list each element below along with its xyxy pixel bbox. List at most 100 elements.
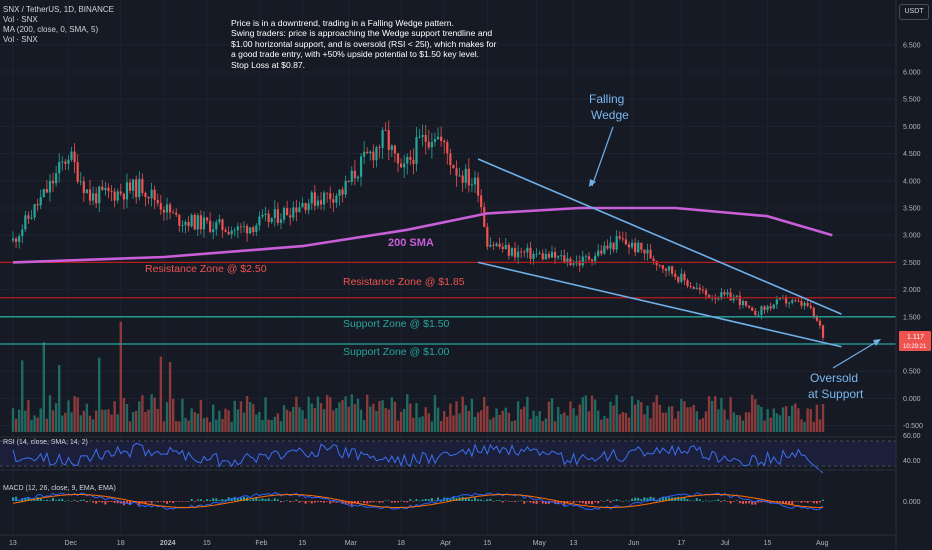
volume-bar	[661, 412, 665, 432]
candle-body	[252, 227, 255, 232]
volume-bar	[406, 394, 409, 432]
volume-bar	[85, 403, 89, 432]
volume-bar	[581, 397, 584, 432]
candle-body	[202, 217, 206, 230]
candle-body	[156, 199, 159, 204]
macd-histogram-bar	[378, 501, 381, 503]
macd-histogram-bar	[110, 501, 113, 503]
candle-body	[101, 186, 104, 190]
candle-body	[634, 242, 637, 253]
macd-histogram-bar	[243, 497, 245, 501]
volume-bar	[21, 360, 24, 432]
price-tick-label: 3.500	[903, 206, 921, 213]
volume-bar	[593, 399, 597, 432]
macd-histogram-bar	[637, 497, 640, 501]
volume-bar	[504, 407, 507, 432]
volume-bar	[412, 417, 415, 432]
candle-body	[760, 306, 763, 316]
candle-body	[412, 159, 415, 164]
volume-bar	[289, 411, 292, 432]
volume-bar	[79, 415, 82, 432]
macd-histogram-bar	[705, 500, 707, 502]
macd-histogram-bar	[206, 499, 209, 501]
macd-histogram-bar	[797, 501, 800, 502]
macd-histogram-bar	[554, 501, 557, 504]
volume-bar	[409, 403, 412, 432]
macd-histogram-bar	[646, 498, 649, 501]
candle-body	[366, 151, 369, 154]
volume-bar	[193, 412, 196, 432]
volume-bar	[350, 394, 353, 432]
volume-bar	[208, 421, 212, 432]
volume-bar	[27, 400, 30, 432]
macd-histogram-bar	[286, 500, 289, 502]
candle-body	[76, 162, 79, 182]
macd-histogram-bar	[803, 501, 806, 503]
volume-bar	[714, 396, 717, 432]
candle-body	[513, 248, 517, 258]
volume-bar	[664, 412, 668, 432]
candle-body	[82, 181, 85, 194]
macd-histogram-bar	[563, 501, 566, 506]
time-tick-label: 17	[677, 540, 685, 547]
candle-body	[443, 140, 446, 143]
candle-body	[652, 258, 655, 262]
volume-bar	[125, 404, 129, 432]
volume-bar	[131, 411, 135, 432]
price-tick-label: 4.500	[903, 151, 921, 158]
macd-histogram-bar	[517, 500, 520, 502]
macd-line	[12, 492, 824, 511]
currency-button[interactable]: USDT	[899, 4, 929, 20]
candle-body	[526, 247, 529, 253]
volume-bar	[686, 407, 689, 432]
volume-bar	[147, 409, 150, 432]
volume-bar	[633, 404, 637, 432]
indicator-vol-2[interactable]: Vol · SNX	[3, 35, 38, 44]
candle-body	[603, 245, 606, 254]
volume-bar	[224, 408, 227, 432]
volume-bar	[36, 417, 39, 432]
volume-bar	[738, 415, 742, 432]
volume-bar	[54, 403, 58, 432]
candle-body	[427, 141, 430, 148]
macd-histogram-bar	[437, 497, 440, 501]
candle-body	[590, 259, 594, 262]
macd-histogram-bar	[689, 500, 692, 502]
macd-histogram-bar	[480, 499, 483, 501]
volume-bar	[433, 395, 437, 432]
volume-bar	[800, 419, 803, 432]
macd-histogram-bar	[751, 501, 754, 505]
candle-body	[79, 181, 82, 183]
macd-histogram-bar	[523, 501, 526, 504]
macd-histogram-bar	[427, 499, 430, 501]
candle-body	[446, 142, 449, 154]
volume-bar	[424, 407, 427, 432]
candle-body	[535, 253, 538, 255]
candle-body	[467, 168, 470, 186]
macd-histogram-bar	[782, 501, 784, 504]
volume-bar	[575, 415, 578, 432]
macd-histogram-bar	[221, 499, 224, 501]
macd-histogram-bar	[452, 496, 455, 501]
indicator-ma[interactable]: MA (200, close, 0, SMA, 5)	[3, 25, 99, 34]
candle-body	[449, 153, 452, 166]
volume-bar	[270, 420, 273, 432]
macd-histogram-bar	[169, 501, 172, 503]
candle-body	[175, 212, 178, 215]
indicator-vol-1[interactable]: Vol · SNX	[3, 15, 38, 24]
candle-body	[304, 203, 307, 211]
candle-body	[209, 220, 212, 232]
volume-bar	[264, 397, 267, 432]
candle-body	[73, 151, 76, 163]
macd-histogram-bar	[199, 499, 202, 501]
candle-body	[162, 209, 166, 213]
candle-body	[295, 207, 298, 213]
candle-body	[597, 250, 600, 256]
rsi-title: RSI (14, close, SMA, 14, 2)	[3, 439, 88, 446]
zone-label: Support Zone @ $1.50	[343, 318, 450, 330]
candle-body	[553, 252, 557, 258]
volume-bar	[212, 404, 215, 432]
volume-bar	[744, 412, 748, 432]
macd-histogram-bar	[202, 501, 205, 502]
macd-histogram-bar	[640, 499, 643, 501]
